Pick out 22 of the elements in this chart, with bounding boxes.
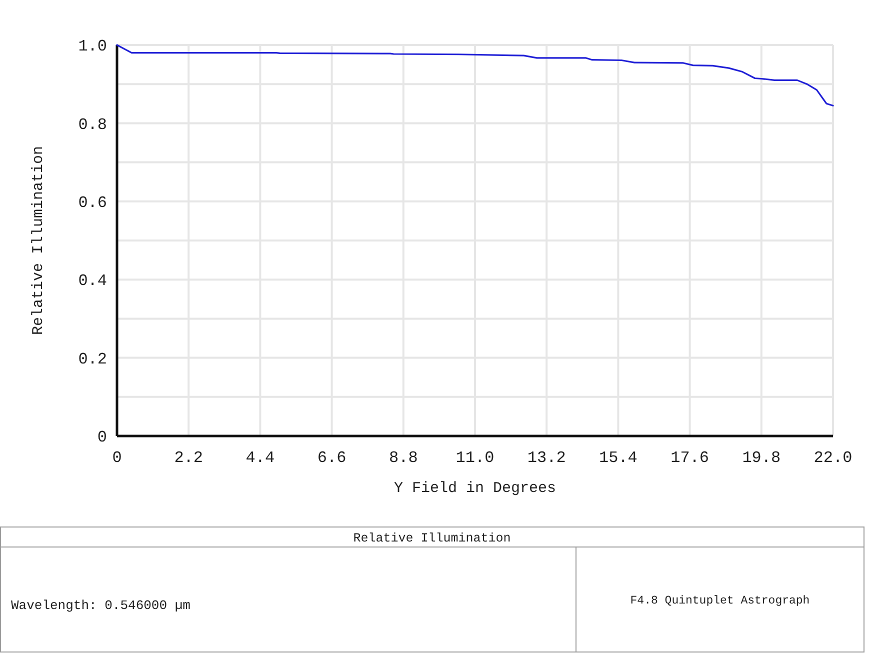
x-tick-label: 2.2 (174, 449, 204, 467)
x-tick-label: 19.8 (742, 449, 781, 467)
y-axis-title: Relative Illumination (30, 146, 47, 336)
x-tick-label: 4.4 (246, 449, 275, 467)
x-tick-label: 15.4 (598, 449, 638, 467)
x-tick-label: 6.6 (317, 449, 346, 467)
x-tick-label: 11.0 (456, 449, 494, 467)
y-tick-label: 0.6 (78, 194, 107, 212)
y-tick-label: 1.0 (78, 38, 107, 56)
y-tick-label: 0.2 (78, 350, 107, 368)
x-tick-label: 17.6 (670, 449, 710, 467)
text: Relative Illumination (353, 531, 511, 546)
x-tick-label: 13.2 (527, 449, 566, 467)
x-tick-label: 8.8 (388, 449, 418, 467)
text: Wavelength: 0.546000 µm (11, 598, 191, 614)
x-tick-label: 0 (112, 449, 122, 467)
y-tick-label: 0.4 (78, 272, 107, 290)
x-axis-title: Y Field in Degrees (394, 480, 556, 497)
text: F4.8 Quintuplet Astrograph (630, 594, 810, 608)
x-tick-label: 22.0 (814, 449, 852, 467)
y-tick-label: 0.8 (78, 116, 107, 134)
y-tick-label: 0 (97, 428, 107, 447)
